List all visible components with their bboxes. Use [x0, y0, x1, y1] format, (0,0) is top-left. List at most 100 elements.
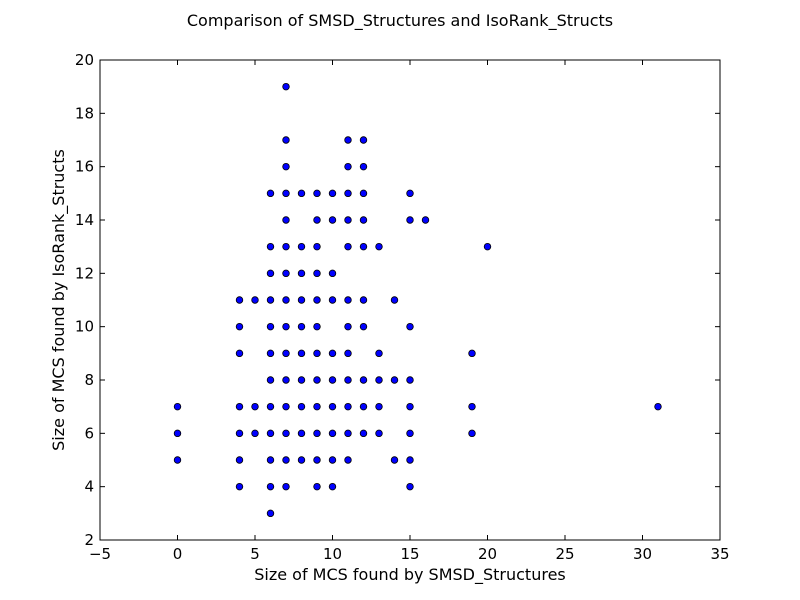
x-tick-label: 5: [250, 545, 260, 563]
data-point: [328, 402, 337, 411]
y-tick-label: 4: [84, 478, 94, 496]
data-point: [390, 376, 399, 384]
data-point: [266, 402, 275, 411]
data-point: [390, 456, 399, 464]
data-point: [313, 242, 321, 251]
data-point: [297, 189, 306, 198]
data-point: [282, 482, 290, 491]
data-point: [359, 189, 368, 198]
data-point: [359, 322, 368, 331]
data-point: [328, 296, 337, 304]
data-point: [297, 456, 306, 464]
data-point: [282, 242, 290, 251]
data-point: [328, 189, 337, 198]
data-point: [235, 322, 244, 331]
x-tick-label: 25: [555, 545, 574, 563]
y-tick-label: 18: [75, 104, 94, 122]
data-point: [359, 296, 368, 304]
data-point: [359, 162, 368, 171]
data-point: [282, 456, 290, 464]
data-point: [375, 376, 383, 384]
y-tick-label: 20: [75, 51, 94, 69]
data-point: [266, 322, 275, 331]
data-point: [390, 296, 399, 304]
data-point: [235, 482, 244, 491]
data-point: [344, 216, 352, 224]
data-point: [297, 402, 306, 411]
data-point: [406, 482, 414, 491]
data-point: [266, 296, 275, 304]
data-point: [266, 269, 275, 278]
data-point: [297, 296, 306, 304]
y-axis-label: Size of MCS found by IsoRank_Structs: [49, 149, 69, 451]
x-axis-label: Size of MCS found by SMSD_Structures: [254, 565, 566, 585]
data-point: [266, 456, 275, 464]
data-point: [468, 349, 476, 358]
y-tick-label: 2: [84, 531, 94, 549]
data-point: [251, 296, 259, 304]
data-point: [313, 456, 321, 464]
data-point: [468, 402, 476, 411]
data-point: [282, 376, 290, 384]
data-point: [297, 269, 306, 278]
data-point: [421, 216, 430, 224]
data-point: [406, 429, 414, 438]
data-point: [282, 402, 290, 411]
data-point: [313, 402, 321, 411]
data-point: [282, 269, 290, 278]
data-point: [328, 429, 337, 438]
data-point: [406, 189, 414, 198]
data-point: [282, 296, 290, 304]
data-point: [282, 136, 290, 144]
data-point: [328, 456, 337, 464]
data-point: [282, 349, 290, 358]
data-point: [313, 376, 321, 384]
x-tick-label: 0: [173, 545, 183, 563]
y-tick-label: 6: [84, 424, 94, 442]
data-point: [313, 429, 321, 438]
data-point: [483, 242, 492, 251]
data-point: [359, 429, 368, 438]
data-point: [654, 402, 662, 411]
data-point: [297, 242, 306, 251]
data-point: [344, 429, 352, 438]
data-point: [282, 189, 290, 198]
data-point: [297, 322, 306, 331]
data-point: [344, 136, 352, 144]
data-point: [282, 322, 290, 331]
data-point: [468, 429, 476, 438]
y-tick-label: 8: [84, 371, 94, 389]
data-point: [359, 216, 368, 224]
data-point: [328, 216, 337, 224]
x-tick-label: 10: [323, 545, 342, 563]
x-tick-label: 35: [710, 545, 729, 563]
data-point: [266, 509, 275, 518]
data-point: [282, 82, 290, 91]
data-point: [406, 216, 414, 224]
data-point: [375, 429, 383, 438]
data-point: [297, 349, 306, 358]
data-point: [282, 162, 290, 171]
y-tick-label: 14: [75, 211, 94, 229]
data-point: [266, 189, 275, 198]
data-point: [266, 349, 275, 358]
data-point: [297, 429, 306, 438]
data-point: [235, 349, 244, 358]
y-tick-label: 10: [75, 318, 94, 336]
data-point: [282, 429, 290, 438]
data-point: [313, 216, 321, 224]
data-point: [235, 456, 244, 464]
data-point: [344, 189, 352, 198]
data-point: [173, 456, 182, 464]
data-point: [266, 242, 275, 251]
axis-ticks: −5 0 5 10 15 20 25 30 35 2 4 6 8 10 12 14 16 18 20: [75, 51, 730, 563]
data-point: [359, 376, 368, 384]
data-point: [282, 216, 290, 224]
data-point: [344, 162, 352, 171]
x-tick-label: 15: [400, 545, 419, 563]
data-point: [375, 242, 383, 251]
data-point: [344, 349, 352, 358]
data-point: [328, 269, 337, 278]
data-point: [313, 189, 321, 198]
